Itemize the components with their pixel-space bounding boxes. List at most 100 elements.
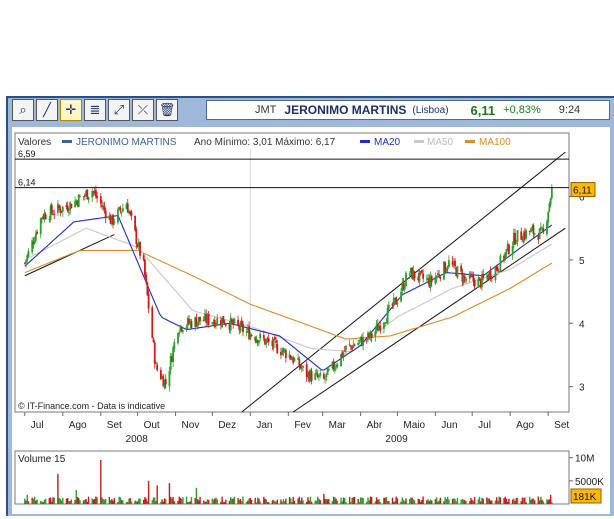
candle-body: [281, 350, 284, 356]
volume-bar: [285, 498, 287, 504]
volume-bar: [323, 493, 325, 504]
candle-body: [74, 200, 76, 208]
candle-body: [353, 344, 356, 346]
candle-body: [60, 210, 63, 212]
volume-bar: [507, 501, 509, 504]
candle-body: [374, 331, 377, 337]
price-plot-area: [14, 132, 570, 413]
volume-bar: [230, 497, 232, 504]
candle-body: [550, 187, 553, 199]
candle-body: [289, 355, 292, 360]
zoom-tool-icon[interactable]: ⌕: [12, 99, 34, 121]
trendline-tool-icon[interactable]: ╱: [36, 99, 58, 121]
volume-bar: [334, 497, 336, 504]
volume-bar: [404, 501, 406, 504]
volume-bar: [314, 500, 316, 504]
candle-body: [136, 244, 139, 247]
volume-bar: [272, 499, 275, 504]
candle-body: [104, 210, 107, 219]
volume-bar: [396, 498, 399, 504]
volume-bar: [275, 501, 277, 504]
volume-bar: [113, 498, 115, 504]
volume-bar: [438, 500, 440, 504]
candle-body: [305, 364, 308, 378]
volume-bar: [362, 497, 364, 504]
volume-bar: [103, 499, 106, 504]
volume-bar: [290, 498, 292, 504]
quote-company-name: JERONIMO MARTINS: [284, 103, 407, 117]
volume-bar: [281, 501, 283, 504]
candle-body: [358, 339, 361, 342]
volume-bar: [357, 499, 359, 504]
candle-body: [438, 274, 440, 277]
volume-bar: [367, 497, 369, 504]
candle-body: [262, 335, 265, 339]
volume-plot-area: [14, 450, 570, 505]
volume-bar: [383, 497, 385, 504]
candle-body: [533, 233, 536, 235]
volume-bar: [74, 499, 76, 504]
volume-bar: [350, 502, 352, 504]
volume-bar: [82, 500, 85, 504]
candle-body: [118, 206, 121, 210]
volume-bar: [497, 500, 499, 504]
volume-bar: [130, 501, 133, 504]
volume-bar: [86, 501, 89, 504]
candle-body: [314, 373, 317, 380]
trash-icon[interactable]: 🗑: [156, 99, 178, 121]
candle-body: [479, 278, 482, 288]
candle-body: [288, 354, 291, 359]
candle-body: [325, 373, 328, 378]
volume-bar: [408, 499, 411, 504]
candle-body: [204, 313, 206, 320]
volume-bar: [426, 500, 428, 504]
volume-bar: [254, 497, 256, 504]
fibonacci-tool-icon[interactable]: ≣: [84, 99, 106, 121]
volume-bar: [394, 501, 396, 504]
candle-body: [180, 326, 183, 332]
volume-bar: [299, 500, 302, 504]
candle-body: [298, 359, 301, 367]
volume-bar: [487, 498, 489, 504]
candle-body: [439, 276, 442, 279]
price-chart[interactable]: Valores JERONIMO MARTINS Ano Mínimo: 3,0…: [12, 127, 610, 514]
candle-body: [497, 268, 499, 272]
volume-bar: [129, 498, 131, 504]
legend-series-name: JERONIMO MARTINS: [76, 137, 177, 148]
candle-body: [69, 202, 72, 211]
candle-body: [478, 277, 481, 279]
volume-bar: [465, 501, 467, 504]
candle-body: [224, 324, 227, 326]
x-tick-label: Fev: [294, 420, 311, 431]
volume-bar: [189, 501, 191, 504]
channel-tool-icon[interactable]: ⤢: [108, 99, 130, 121]
volume-bar: [548, 499, 551, 504]
candle-body: [233, 319, 236, 324]
candle-body: [188, 318, 190, 324]
volume-bar: [76, 496, 79, 504]
volume-bar: [118, 496, 120, 504]
candle-body: [425, 278, 428, 280]
candle-body: [302, 365, 304, 368]
volume-bar: [84, 499, 86, 504]
candle-body: [434, 277, 437, 284]
candle-body: [256, 340, 259, 344]
volume-bar: [48, 498, 51, 504]
delete-line-tool-icon[interactable]: ⤫: [132, 99, 154, 121]
candle-body: [264, 338, 266, 345]
last-volume-label: 181K: [573, 492, 597, 503]
candle-body: [207, 313, 210, 325]
volume-bar: [216, 499, 218, 504]
year-label: 2009: [385, 434, 408, 445]
candle-body: [462, 275, 465, 284]
volume-bar: [431, 500, 433, 504]
volume-bar: [444, 497, 446, 504]
volume-bar: [443, 501, 445, 504]
volume-bar: [36, 499, 38, 504]
candle-body: [291, 359, 293, 361]
candle-body: [31, 240, 34, 252]
candle-body: [387, 304, 390, 309]
candle-body: [408, 274, 411, 276]
volume-bar: [51, 501, 53, 504]
crosshair-tool-icon[interactable]: ✛: [60, 99, 82, 121]
